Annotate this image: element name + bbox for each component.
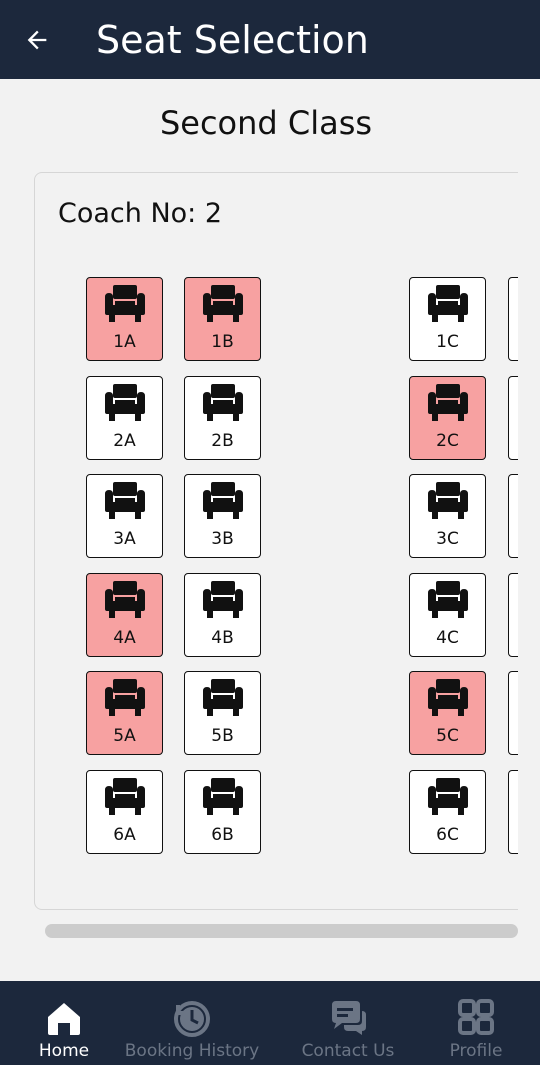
seat-1a[interactable]: 1A [86, 277, 163, 361]
arrow-left-icon [27, 30, 47, 49]
seat-6a[interactable]: 6A [86, 770, 163, 854]
seat-label: 3B [211, 529, 234, 549]
seat-1c[interactable]: 1C [409, 277, 486, 361]
seat-6c[interactable]: 6C [409, 770, 486, 854]
nav-profile-label: Profile [449, 1041, 503, 1061]
page-title: Seat Selection [96, 17, 369, 62]
seat-icon [202, 778, 243, 815]
seat-label: 6A [113, 825, 136, 845]
seat-label: 4A [113, 628, 136, 648]
seat-6b[interactable]: 6B [184, 770, 261, 854]
seat-icon [104, 679, 145, 716]
seat-5a[interactable]: 5A [86, 671, 163, 755]
history-icon [174, 1001, 210, 1037]
seat-label: 5B [211, 726, 234, 746]
seat-label: 2B [211, 431, 234, 451]
seat-1b[interactable]: 1B [184, 277, 261, 361]
seat-icon [202, 482, 243, 519]
seat-icon [202, 679, 243, 716]
seat-label: 3A [113, 529, 136, 549]
nav-booking-history[interactable]: Booking History [122, 981, 262, 1065]
seat-label: 6B [211, 825, 234, 845]
nav-contact-us-label: Contact Us [301, 1041, 395, 1061]
seat-5c[interactable]: 5C [409, 671, 486, 755]
seat-partial[interactable] [508, 573, 518, 657]
seat-label: 1A [113, 332, 136, 352]
seat-partial[interactable] [508, 770, 518, 854]
nav-booking-history-label: Booking History [124, 1041, 260, 1061]
seat-icon [104, 285, 145, 322]
nav-contact-us[interactable]: Contact Us [298, 981, 398, 1065]
seat-partial[interactable] [508, 474, 518, 558]
chat-icon [332, 1001, 366, 1035]
seat-icon [427, 679, 468, 716]
seat-label: 1C [436, 332, 459, 352]
grid-icon [458, 999, 494, 1035]
class-title: Second Class [159, 104, 373, 142]
seat-icon [104, 581, 145, 618]
seat-label: 4B [211, 628, 234, 648]
seat-label: 1B [211, 332, 234, 352]
seat-icon [202, 285, 243, 322]
seat-icon [427, 482, 468, 519]
seat-label: 5C [436, 726, 459, 746]
seat-icon [427, 384, 468, 421]
back-button[interactable] [0, 0, 74, 79]
seat-3c[interactable]: 3C [409, 474, 486, 558]
seat-label: 4C [436, 628, 459, 648]
seat-label: 3C [436, 529, 459, 549]
seat-4a[interactable]: 4A [86, 573, 163, 657]
nav-profile[interactable]: Profile [440, 981, 512, 1065]
seat-5b[interactable]: 5B [184, 671, 261, 755]
home-icon [48, 1003, 80, 1035]
seat-label: 6C [436, 825, 459, 845]
seat-label: 5A [113, 726, 136, 746]
seat-4c[interactable]: 4C [409, 573, 486, 657]
seat-icon [104, 384, 145, 421]
seat-icon [427, 778, 468, 815]
seat-partial[interactable] [508, 671, 518, 755]
seat-3a[interactable]: 3A [86, 474, 163, 558]
seat-3b[interactable]: 3B [184, 474, 261, 558]
seat-partial[interactable] [508, 277, 518, 361]
seat-icon [202, 384, 243, 421]
seat-2c[interactable]: 2C [409, 376, 486, 460]
seat-2b[interactable]: 2B [184, 376, 261, 460]
seat-icon [202, 581, 243, 618]
coach-number: Coach No: 2 [58, 198, 223, 229]
seat-icon [427, 581, 468, 618]
seat-4b[interactable]: 4B [184, 573, 261, 657]
app-bar: Seat Selection [0, 0, 540, 79]
nav-home-label: Home [38, 1041, 90, 1061]
seat-map-viewport[interactable]: Coach No: 2 1A 1B 1C 2A 2B 2C 3A 3B 3C 4A 4B 4C 5A 5B… [0, 0, 518, 1065]
seat-icon [427, 285, 468, 322]
horizontal-scrollbar[interactable] [45, 924, 518, 938]
seat-label: 2C [436, 431, 459, 451]
bottom-nav: Home Booking History Contact Us Profile [0, 981, 540, 1065]
seat-2a[interactable]: 2A [86, 376, 163, 460]
seat-icon [104, 482, 145, 519]
nav-home[interactable]: Home [24, 981, 104, 1065]
seat-icon [104, 778, 145, 815]
seat-label: 2A [113, 431, 136, 451]
seat-partial[interactable] [508, 376, 518, 460]
